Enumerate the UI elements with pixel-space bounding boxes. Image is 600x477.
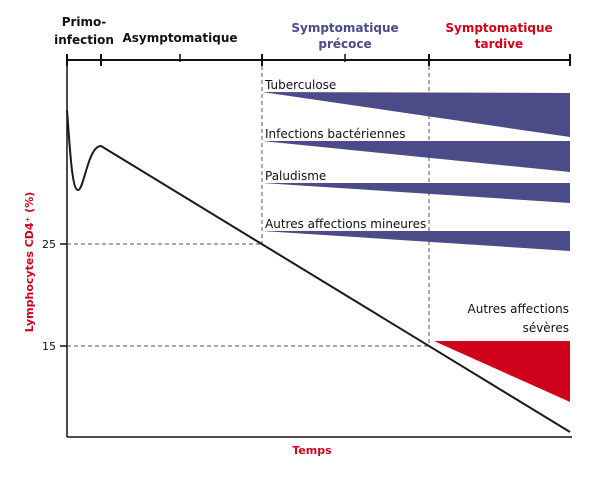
severe-label-line1: Autres affections	[468, 302, 569, 316]
phase-tardive-line1: Symptomatique	[445, 21, 552, 35]
phase-primo-line2: infection	[54, 33, 114, 47]
wedge-autres-affections-severes	[434, 341, 570, 402]
x-axis-title: Temps	[292, 444, 332, 457]
phase-asymptomatique: Asymptomatique	[122, 31, 237, 45]
phase-precoce-line2: précoce	[318, 37, 371, 51]
y-tick-label-25: 25	[42, 238, 56, 251]
phase-tardive-line2: tardive	[475, 37, 523, 51]
phase-primo-line1: Primo-	[62, 15, 107, 29]
condition-label-tuberculose: Tuberculose	[264, 78, 336, 92]
phase-precoce-line1: Symptomatique	[291, 21, 398, 35]
y-tick-label-15: 15	[42, 340, 56, 353]
wedge-tuberculose	[262, 92, 570, 137]
phase-header: Primo- infection Asymptomatique Symptoma…	[54, 15, 571, 66]
wedge-infections-bacteriennes	[262, 141, 570, 172]
wedge-autres-affections-mineures	[262, 231, 570, 251]
condition-label-infections-bacteriennes: Infections bactériennes	[265, 127, 406, 141]
condition-label-autres-affections-mineures: Autres affections mineures	[265, 217, 426, 231]
cd4-decline-curve	[66, 109, 571, 433]
severe-label-line2: sévères	[523, 321, 569, 335]
wedge-paludisme	[262, 183, 570, 203]
condition-label-paludisme: Paludisme	[265, 169, 326, 183]
y-axis-title: Lymphocytes CD4⁺ (%)	[23, 192, 36, 333]
